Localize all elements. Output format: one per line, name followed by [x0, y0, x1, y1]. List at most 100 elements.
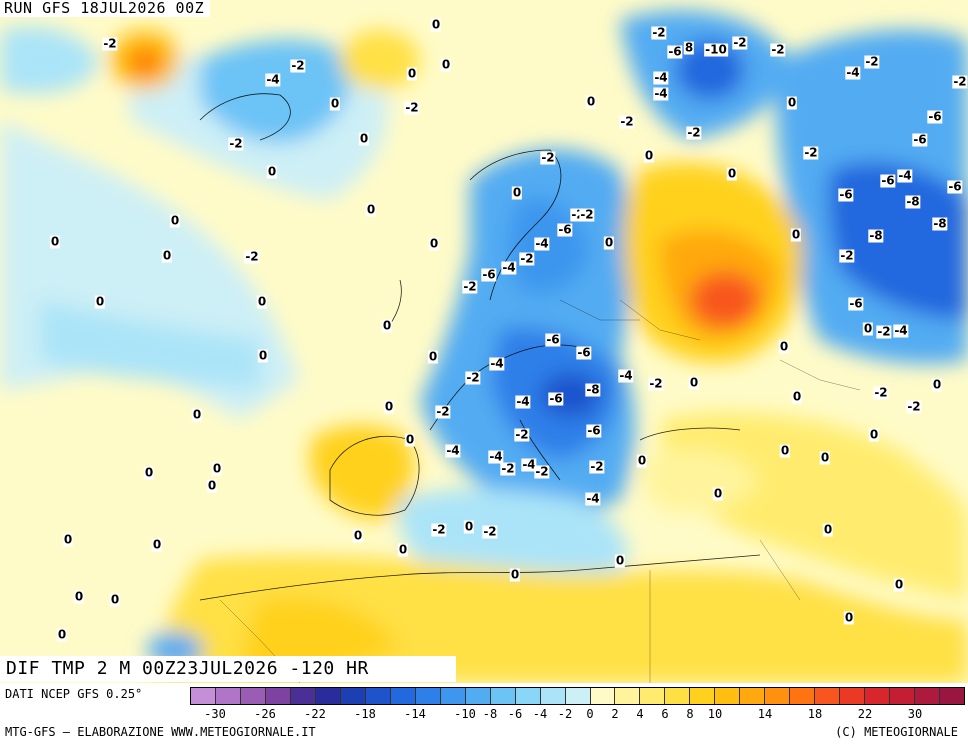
value-label: -2 — [228, 136, 244, 151]
scale-swatch — [765, 688, 791, 704]
scale-swatch — [191, 688, 216, 704]
value-label: -8 — [932, 216, 948, 231]
value-label: 0 — [778, 339, 790, 354]
scale-swatch — [290, 688, 316, 704]
scale-swatch — [415, 688, 441, 704]
value-label: 0 — [352, 528, 364, 543]
value-label: -2 — [839, 248, 855, 263]
value-label: -2 — [651, 25, 667, 40]
scale-tick-label: -30 — [204, 707, 226, 721]
value-label: -6 — [838, 187, 854, 202]
value-label: -6 — [848, 296, 864, 311]
value-label: 0 — [509, 567, 521, 582]
scale-tick-label: -10 — [454, 707, 476, 721]
value-label: -4 — [488, 449, 504, 464]
value-label: -4 — [445, 443, 461, 458]
value-label: 0 — [688, 375, 700, 390]
scale-ticks: -30 -26 -22 -18 -14 -10 -8 -6 -4 -2 0 2 4 6 8 10 14 18 22 3… — [190, 707, 965, 721]
scale-swatch — [665, 688, 691, 704]
value-label: 0 — [381, 318, 393, 333]
value-label: 0 — [440, 57, 452, 72]
scale-swatch — [465, 688, 491, 704]
value-label: -6 — [667, 44, 683, 59]
scale-swatch — [240, 688, 266, 704]
value-label: -6 — [545, 332, 561, 347]
temperature-anomaly-field — [0, 10, 968, 683]
value-label: -2 — [462, 279, 478, 294]
value-label: 0 — [779, 443, 791, 458]
scale-swatch — [690, 688, 716, 704]
data-source: DATI NCEP GFS 0.25° — [5, 687, 143, 701]
value-label: 0 — [430, 17, 442, 32]
scale-tick-label: -18 — [354, 707, 376, 721]
value-label: -6 — [927, 109, 943, 124]
value-label: -6 — [586, 423, 602, 438]
value-label: -4 — [585, 491, 601, 506]
value-label: 0 — [511, 185, 523, 200]
scale-tick-label: -22 — [304, 707, 326, 721]
value-label: -4 — [265, 72, 281, 87]
value-label: -2 — [482, 524, 498, 539]
scale-tick-label: 0 — [586, 707, 594, 721]
value-label: 0 — [62, 532, 74, 547]
value-label: -2 — [770, 42, 786, 57]
value-label: -4 — [489, 356, 505, 371]
value-label: 0 — [862, 321, 874, 336]
scale-swatch — [790, 688, 816, 704]
scale-swatch — [840, 688, 866, 704]
value-label: -6 — [912, 132, 928, 147]
value-label: -2 — [619, 114, 635, 129]
scale-tick-label: -2 — [557, 707, 573, 721]
value-label: 0 — [257, 348, 269, 363]
value-label: 0 — [397, 542, 409, 557]
value-label: 0 — [266, 164, 278, 179]
value-label: 0 — [56, 627, 68, 642]
value-label: -6 — [557, 222, 573, 237]
value-label: -2 — [540, 150, 556, 165]
scale-swatch — [340, 688, 366, 704]
scale-swatch — [615, 688, 641, 704]
value-label: -6 — [880, 173, 896, 188]
value-label: 0 — [819, 450, 831, 465]
value-label: 0 — [329, 96, 341, 111]
value-label: 0 — [383, 399, 395, 414]
value-label: -2 — [519, 251, 535, 266]
scale-tick-label: 18 — [807, 707, 823, 721]
value-label: -2 — [732, 35, 748, 50]
value-label: -2 — [579, 207, 595, 222]
value-label: -2 — [906, 399, 922, 414]
value-label: -2 — [876, 324, 892, 339]
value-label: 0 — [365, 202, 377, 217]
scale-swatch — [440, 688, 466, 704]
value-label: 0 — [427, 349, 439, 364]
value-label: 0 — [868, 427, 880, 442]
scale-tick-label: 6 — [661, 707, 669, 721]
value-label: 0 — [404, 432, 416, 447]
value-label: -6 — [481, 267, 497, 282]
value-label: -2 — [873, 385, 889, 400]
value-label: 0 — [428, 236, 440, 251]
value-label: -8 — [868, 228, 884, 243]
value-label: 0 — [614, 553, 626, 568]
value-label: 0 — [931, 377, 943, 392]
scale-swatch — [490, 688, 516, 704]
scale-swatch — [865, 688, 891, 704]
value-label: -10 — [704, 42, 728, 57]
value-label: -2 — [500, 461, 516, 476]
value-label: -4 — [521, 457, 537, 472]
value-label: 0 — [643, 148, 655, 163]
value-label: -4 — [501, 260, 517, 275]
value-label: 0 — [843, 610, 855, 625]
value-label: 0 — [109, 592, 121, 607]
value-label: -2 — [952, 74, 968, 89]
map-panel: 0 -2 -2 -6 8 -10 -2 -2 -2 0 -2 -4 0 -4 -4 -4 -2 0 -2 0 0 -6 -2… — [0, 0, 968, 683]
scale-swatch — [515, 688, 541, 704]
value-label: 8 — [683, 40, 695, 55]
value-label: 0 — [790, 227, 802, 242]
value-label: 0 — [791, 389, 803, 404]
value-label: 0 — [712, 486, 724, 501]
value-label: 0 — [161, 248, 173, 263]
value-label: 0 — [211, 461, 223, 476]
scale-swatch — [590, 688, 616, 704]
value-label: -6 — [576, 345, 592, 360]
